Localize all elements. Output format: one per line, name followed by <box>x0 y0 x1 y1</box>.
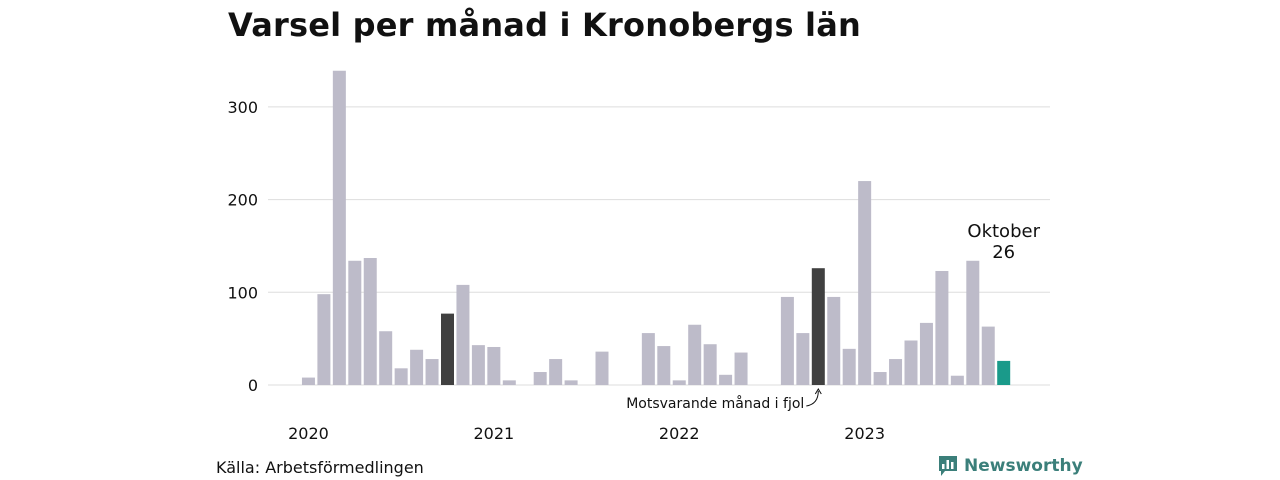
bar <box>997 360 1011 385</box>
x-axis-year-label: 2023 <box>844 424 885 443</box>
bar <box>348 260 362 385</box>
bar <box>904 340 918 385</box>
bar <box>889 359 903 385</box>
bar <box>796 333 810 385</box>
bar <box>719 374 733 385</box>
bar <box>456 284 470 385</box>
bar <box>487 346 501 385</box>
bar <box>734 352 748 385</box>
y-tick-label: 300 <box>227 98 258 117</box>
latest-value-label: 26 <box>992 242 1015 263</box>
x-axis-year-label: 2020 <box>288 424 329 443</box>
bar <box>966 260 980 385</box>
chart-title: Varsel per månad i Kronobergs län <box>228 6 862 44</box>
bar <box>425 359 439 385</box>
prior-year-arrow <box>806 390 819 407</box>
bar <box>533 372 547 385</box>
newsworthy-logo-icon <box>939 456 957 476</box>
bar <box>657 346 671 385</box>
bar <box>410 349 424 385</box>
bar <box>363 258 377 385</box>
bar <box>549 359 563 385</box>
bar <box>919 322 933 385</box>
x-axis-year-label: 2022 <box>659 424 700 443</box>
latest-month-label: Oktober <box>967 221 1040 242</box>
y-axis-ticks: 0 100 200 300 <box>227 98 258 395</box>
bar <box>688 324 702 385</box>
bar <box>471 345 485 385</box>
y-tick-label: 0 <box>248 376 258 395</box>
source-note: Källa: Arbetsförmedlingen <box>216 458 424 477</box>
bar <box>811 268 825 385</box>
bar <box>842 348 856 385</box>
prior-year-label: Motsvarande månad i fjol <box>626 395 804 412</box>
bar <box>441 313 454 385</box>
bars <box>301 70 1011 385</box>
bar <box>301 377 315 385</box>
bar <box>332 70 346 385</box>
bar <box>858 181 872 385</box>
bar <box>827 296 841 385</box>
bar <box>595 351 609 385</box>
x-axis-years: 2020 2021 2022 2023 <box>288 424 885 443</box>
bar <box>641 333 655 385</box>
bar <box>935 270 949 385</box>
newsworthy-brand[interactable]: Newsworthy <box>938 455 1083 477</box>
bar <box>672 380 686 385</box>
bar <box>564 380 578 385</box>
bar <box>317 294 331 385</box>
bar <box>981 326 995 385</box>
prior-year-arrowhead <box>814 388 822 395</box>
bar <box>379 331 393 385</box>
x-axis-year-label: 2021 <box>473 424 514 443</box>
bar <box>394 368 408 385</box>
bar <box>873 372 887 385</box>
y-tick-label: 200 <box>227 191 258 210</box>
y-tick-label: 100 <box>227 283 258 302</box>
bar <box>703 344 717 385</box>
bar <box>502 380 516 385</box>
bar <box>950 375 964 385</box>
bar <box>780 296 794 385</box>
brand-name: Newsworthy <box>964 456 1083 476</box>
